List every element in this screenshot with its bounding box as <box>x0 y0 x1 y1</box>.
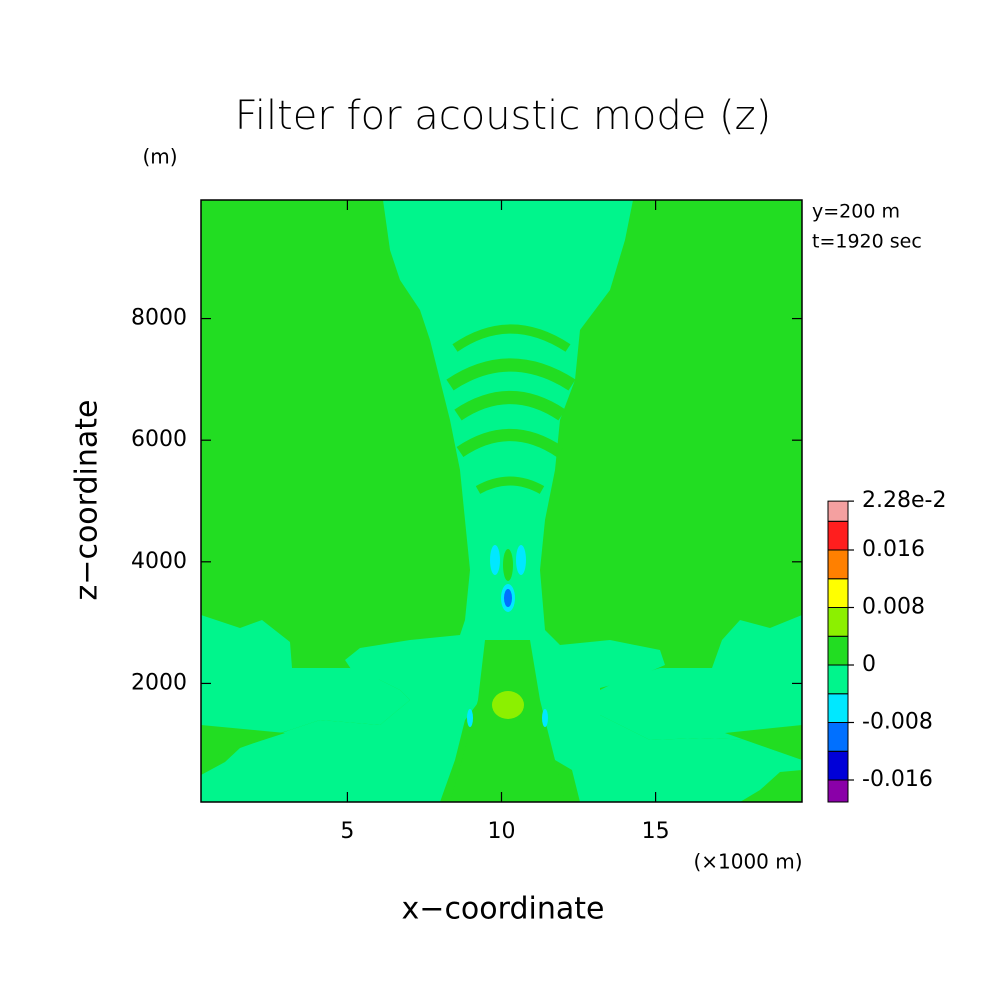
colorbar-box <box>827 779 849 803</box>
chart-title: Filter for acoustic mode (z) <box>235 93 772 139</box>
annotation: y=200 m <box>812 201 900 223</box>
colorbar-box <box>827 607 849 637</box>
contour-band <box>456 429 564 458</box>
x-axis-title: x−coordinate <box>402 892 605 927</box>
annotation: t=1920 sec <box>812 231 922 253</box>
colorbar-box <box>827 750 849 781</box>
contour-region <box>600 615 802 745</box>
colorbar-label: -0.008 <box>862 710 933 735</box>
contour-band <box>454 391 566 421</box>
contour-field <box>201 200 802 802</box>
colorbar-box <box>827 500 849 522</box>
contour-region <box>542 709 548 727</box>
contour-region <box>201 725 285 760</box>
colorbar-label: -0.016 <box>862 767 933 792</box>
contour-bands <box>446 324 576 494</box>
x-tick-label: 10 <box>488 819 516 844</box>
y-tick-label: 8000 <box>131 306 187 331</box>
contour-region <box>516 545 526 575</box>
colorbar-label: 0 <box>862 652 876 677</box>
contour-region <box>503 549 513 581</box>
colorbar-box <box>827 664 849 695</box>
colorbar-label: 2.28e-2 <box>862 488 946 513</box>
contour-band <box>452 324 571 352</box>
colorbar-box <box>827 549 849 580</box>
y-axis-title: z−coordinate <box>70 400 105 601</box>
contour-region <box>490 545 500 575</box>
contour-region <box>492 691 524 719</box>
y-tick-label: 6000 <box>131 427 187 452</box>
y-tick-label: 4000 <box>131 549 187 574</box>
contour-region <box>201 200 802 802</box>
contour-band <box>446 358 576 391</box>
colorbar-box <box>827 520 849 551</box>
contour-region <box>725 725 802 760</box>
colorbar-box <box>827 722 849 752</box>
colorbar-label: 0.008 <box>862 595 925 620</box>
x-tick-label: 5 <box>340 819 354 844</box>
contour-region <box>450 640 565 802</box>
colorbar-box <box>827 693 849 723</box>
x-unit: (×1000 m) <box>693 850 802 874</box>
colorbar-box <box>827 578 849 608</box>
contour-region <box>467 709 473 727</box>
colorbar-label: 0.016 <box>862 537 925 562</box>
colorbar-box <box>827 635 849 666</box>
x-tick-label: 15 <box>642 819 670 844</box>
y-unit: (m) <box>142 145 177 169</box>
contour-band <box>475 476 545 494</box>
contour-region <box>201 615 410 750</box>
y-tick-label: 2000 <box>131 670 187 695</box>
contour-region <box>504 589 512 607</box>
